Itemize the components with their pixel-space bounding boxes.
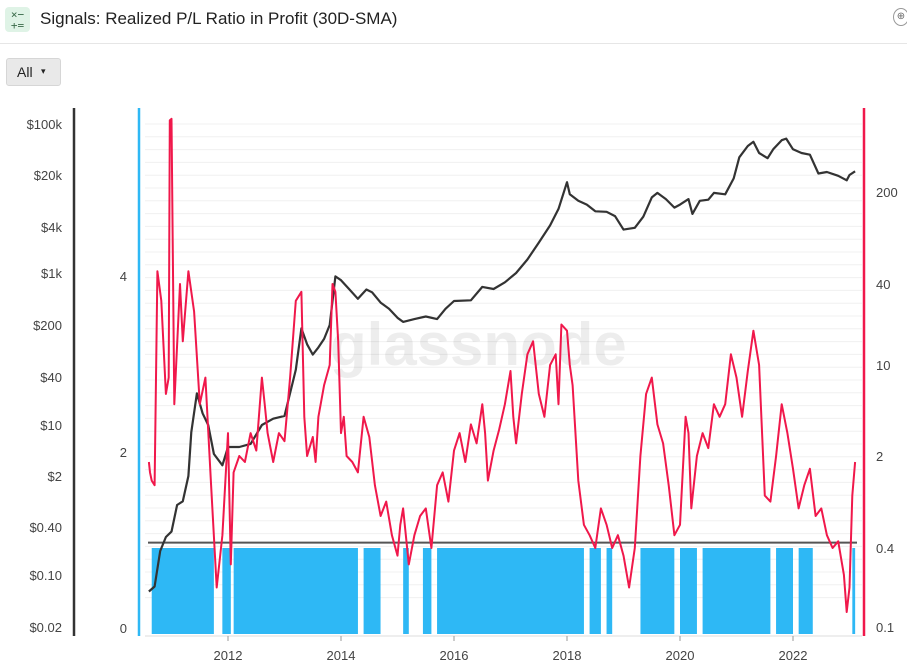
price-tick-label: $0.02 (29, 620, 62, 635)
signal-band (403, 548, 409, 634)
range-dropdown-label: All (17, 64, 33, 80)
x-tick-label: 2014 (327, 648, 356, 663)
price-tick-label: $4k (41, 220, 62, 235)
price-tick-label: $200 (33, 318, 62, 333)
price-tick-label: $2 (48, 469, 62, 484)
ratio-tick-label: 2 (876, 449, 883, 464)
signal-bands (151, 548, 856, 634)
price-tick-label: $10 (40, 418, 62, 433)
x-tick-label: 2018 (553, 648, 582, 663)
signal-band (151, 548, 214, 634)
page-title: Signals: Realized P/L Ratio in Profit (3… (40, 9, 398, 28)
ratio-tick-label: 200 (876, 185, 898, 200)
chart-header: ×− += Signals: Realized P/L Ratio in Prof… (0, 0, 907, 44)
watermark: glassnode (330, 311, 627, 378)
ratio-tick-label: 0.4 (876, 541, 894, 556)
x-tick-label: 2016 (440, 648, 469, 663)
signal-band (680, 548, 697, 634)
price-tick-label: $0.40 (29, 520, 62, 535)
ratio-tick-label: 0.1 (876, 620, 894, 635)
ratio-tick-label: 40 (876, 277, 890, 292)
signal-tick-label: 0 (120, 621, 127, 636)
range-dropdown[interactable]: All ▾ (6, 58, 61, 86)
signal-band (798, 548, 813, 634)
price-tick-label: $20k (34, 168, 63, 183)
signal-band (606, 548, 613, 634)
price-tick-label: $100k (27, 117, 63, 132)
signal-band (422, 548, 432, 634)
price-tick-label: $1k (41, 266, 62, 281)
price-tick-label: $0.10 (29, 568, 62, 583)
signal-band (233, 548, 358, 634)
ratio-series-line (147, 117, 857, 613)
chevron-down-icon: ▾ (41, 66, 46, 76)
axes: $0.02 $0.10 $0.40 $2 $10 $40 $200 $1k $4k $20k $10… (27, 108, 898, 663)
series-layer (147, 117, 857, 613)
signal-tick-label: 2 (120, 445, 127, 460)
signal-band (437, 548, 584, 634)
signal-band (776, 548, 793, 634)
signal-band (589, 548, 601, 634)
signal-band (702, 548, 771, 634)
ratio-tick-label: 10 (876, 358, 890, 373)
signal-band (852, 548, 856, 634)
signal-band (222, 548, 231, 634)
signal-tick-label: 4 (120, 269, 127, 284)
calculator-icon: ×− += (5, 7, 30, 32)
x-tick-label: 2012 (214, 648, 243, 663)
x-tick-label: 2022 (779, 648, 808, 663)
x-tick-label: 2020 (666, 648, 695, 663)
settings-icon[interactable]: ⊕ (893, 8, 907, 26)
price-series-line (148, 137, 856, 593)
price-tick-label: $40 (40, 370, 62, 385)
signal-band (363, 548, 381, 634)
signal-band (640, 548, 675, 634)
